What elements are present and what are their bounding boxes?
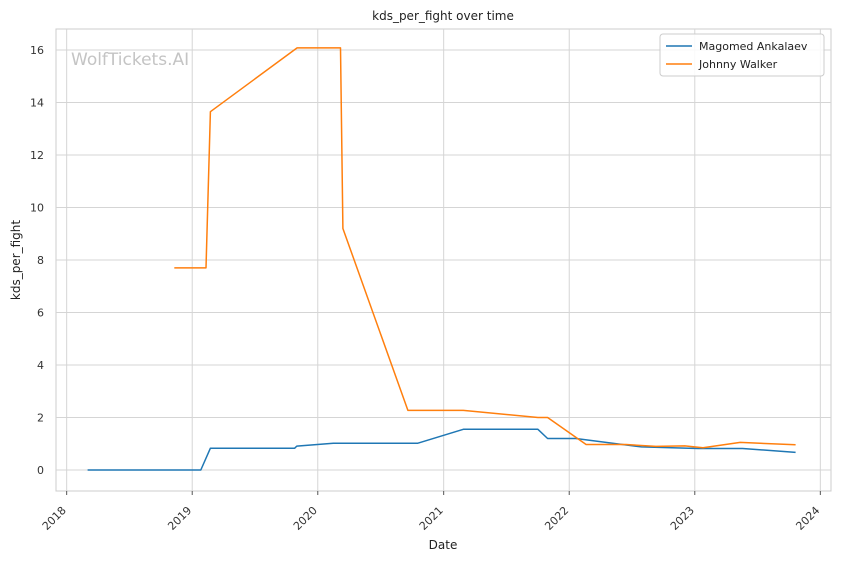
y-tick-label: 2: [37, 412, 44, 425]
y-tick-label: 14: [30, 97, 44, 110]
legend-label-johnny-walker: Johnny Walker: [698, 58, 778, 71]
series-lines: [87, 47, 796, 471]
y-tick-label: 16: [30, 44, 44, 57]
grid: [56, 29, 831, 491]
legend: Magomed Ankalaev Johnny Walker: [659, 33, 825, 77]
y-tick-label: 8: [37, 254, 44, 267]
series-line-johnny-walker: [174, 47, 796, 449]
watermark: WolfTickets.AI: [71, 50, 189, 70]
y-tick-label: 4: [37, 359, 44, 372]
chart-title: kds_per_fight over time: [372, 9, 514, 23]
legend-box: [659, 33, 825, 77]
y-tick-label: 12: [30, 149, 44, 162]
y-tick-label: 0: [37, 464, 44, 477]
series-line-magomed-ankalaev: [87, 428, 796, 471]
y-tick-label: 6: [37, 307, 44, 320]
legend-label-magomed-ankalaev: Magomed Ankalaev: [699, 40, 808, 53]
y-axis-title: kds_per_fight: [9, 220, 23, 301]
y-tick-label: 10: [30, 202, 44, 215]
x-axis-title: Date: [429, 538, 458, 552]
